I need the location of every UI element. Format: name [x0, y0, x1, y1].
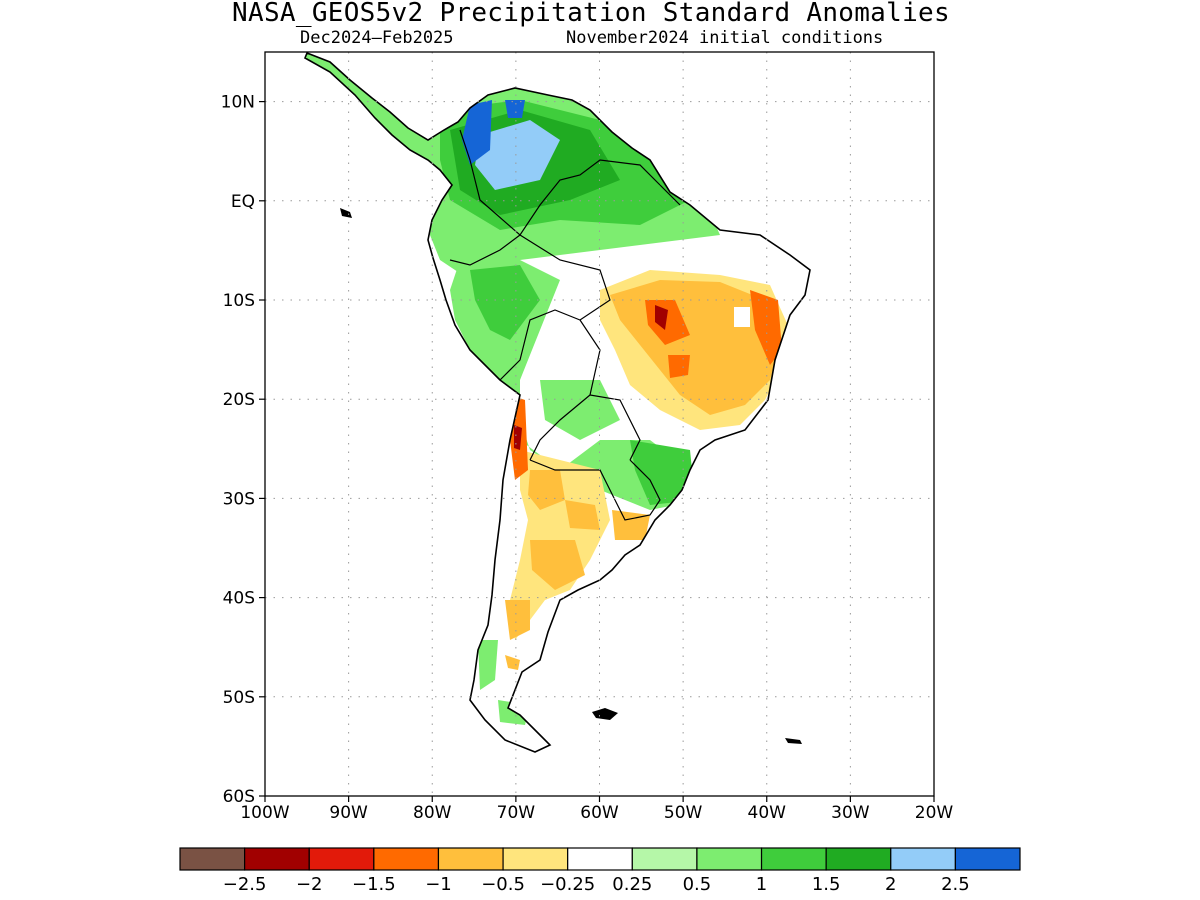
x-tick-label: 60W [580, 803, 619, 820]
x-tick-label: 70W [497, 803, 536, 820]
y-tick-label: 10S [223, 291, 255, 311]
colorbar-label: −1 [425, 874, 452, 895]
colorbar-swatch [244, 847, 310, 871]
latitude-axis: 10N EQ 10S 20S 30S 40S 50S 60S [221, 93, 265, 807]
x-tick-label: 40W [748, 803, 787, 820]
colorbar-swatch [954, 847, 1021, 871]
lat-lon-grid [265, 52, 934, 796]
y-tick-label: 30S [223, 489, 255, 509]
south-georgia [785, 738, 802, 744]
country-borders [449, 129, 681, 521]
x-tick-label: 100W [240, 803, 289, 820]
colorbar-label: 0.5 [683, 874, 712, 895]
x-tick-label: 30W [831, 803, 870, 820]
x-tick-label: 80W [413, 803, 452, 820]
colorbar-swatch [179, 847, 246, 871]
colorbar-label: 2 [885, 874, 896, 895]
colorbar-swatch [502, 847, 569, 871]
precipitation-anomaly-map: 100W 90W 80W 70W 60W 50W 40W 30W 20W 10N EQ 10S 20S… [221, 51, 953, 820]
colorbar-swatch [890, 847, 956, 871]
initial-conditions: November2024 initial conditions [566, 28, 884, 48]
forecast-period: Dec2024–Feb2025 [300, 28, 454, 48]
colorbar-swatch [760, 847, 827, 871]
colorbar-label: −2.5 [223, 874, 267, 895]
colorbar-swatch [631, 847, 698, 871]
coastline [303, 51, 811, 753]
y-tick-label: 50S [223, 688, 255, 708]
y-tick-label: 20S [223, 390, 255, 410]
colorbar-label: −0.5 [481, 874, 525, 895]
colorbar-label: −2 [296, 874, 323, 895]
galapagos-islands [340, 208, 352, 218]
colorbar-label: 0.25 [612, 874, 652, 895]
colorbar-swatch [567, 847, 633, 871]
y-tick-label: 10N [221, 93, 255, 113]
colorbar-label: −1.5 [352, 874, 396, 895]
colorbar-swatch [373, 847, 440, 871]
longitude-axis: 100W 90W 80W 70W 60W 50W 40W 30W 20W [240, 796, 953, 820]
colorbar-swatch [696, 847, 763, 871]
y-tick-label: 60S [223, 787, 255, 807]
y-tick-label: 40S [223, 589, 255, 609]
y-tick-label: EQ [231, 192, 255, 212]
colorbar-label: 1.5 [812, 874, 841, 895]
colorbar-swatch [437, 847, 504, 871]
colorbar-swatch [825, 847, 892, 871]
colorbar-label: −0.25 [540, 874, 595, 895]
colorbar-swatch [308, 847, 375, 871]
colorbar-label: 1 [756, 874, 767, 895]
x-tick-label: 20W [915, 803, 954, 820]
colorbar-label: 2.5 [941, 874, 970, 895]
falkland-islands [592, 708, 618, 720]
map-title: NASA_GEOS5v2 Precipitation Standard Anom… [232, 0, 950, 28]
x-tick-label: 90W [329, 803, 368, 820]
x-tick-label: 50W [664, 803, 703, 820]
